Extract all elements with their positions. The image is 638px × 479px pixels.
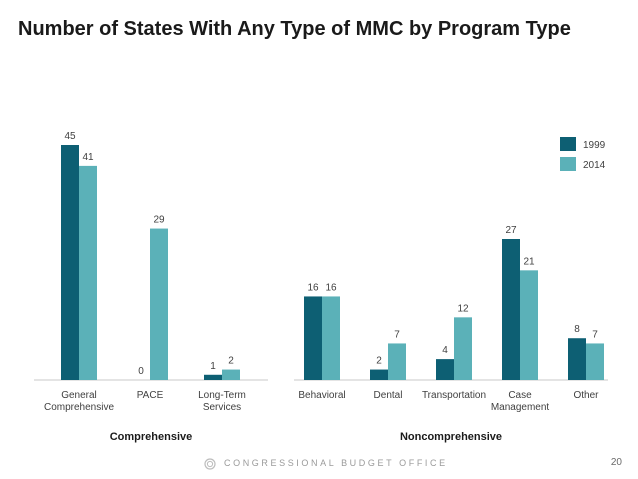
bar-1999 bbox=[370, 369, 388, 380]
category-label: General bbox=[61, 390, 97, 401]
bar-2014 bbox=[222, 369, 240, 380]
data-label-2014: 41 bbox=[82, 152, 94, 163]
data-label-2014: 21 bbox=[523, 256, 535, 267]
bar-1999 bbox=[568, 338, 586, 380]
bar-1999 bbox=[436, 359, 454, 380]
footer-org: CONGRESSIONAL BUDGET OFFICE bbox=[224, 458, 448, 468]
category-label: Behavioral bbox=[298, 390, 345, 401]
category-label: Other bbox=[573, 390, 599, 401]
category-label: Management bbox=[491, 402, 550, 413]
bar-1999 bbox=[502, 239, 520, 380]
data-label-2014: 2 bbox=[228, 356, 234, 367]
category-label: Services bbox=[203, 402, 241, 413]
bar-1999 bbox=[304, 296, 322, 380]
category-label: Long-Term bbox=[198, 390, 246, 401]
bar-2014 bbox=[520, 270, 538, 380]
legend-swatch-1999 bbox=[560, 137, 576, 151]
category-label: Transportation bbox=[422, 390, 486, 401]
data-label-2014: 7 bbox=[394, 329, 400, 340]
data-label-2014: 12 bbox=[457, 303, 469, 314]
bar-1999 bbox=[61, 145, 79, 380]
data-label-2014: 7 bbox=[592, 329, 598, 340]
data-label-1999: 16 bbox=[307, 282, 319, 293]
data-label-1999: 4 bbox=[442, 345, 448, 356]
bar-2014 bbox=[388, 343, 406, 380]
legend-label-1999: 1999 bbox=[583, 140, 606, 151]
category-label: Case bbox=[508, 390, 532, 401]
data-label-1999: 1 bbox=[210, 361, 216, 372]
page-number: 20 bbox=[610, 457, 622, 468]
bar-1999 bbox=[204, 374, 222, 380]
data-label-1999: 27 bbox=[505, 225, 517, 236]
data-label-1999: 2 bbox=[376, 356, 382, 367]
cbo-logo-icon bbox=[204, 458, 216, 470]
page-title: Number of States With Any Type of MMC by… bbox=[18, 18, 571, 40]
group-label: Comprehensive bbox=[110, 431, 193, 443]
bar-2014 bbox=[586, 343, 604, 380]
data-label-2014: 16 bbox=[325, 282, 337, 293]
data-label-1999: 45 bbox=[64, 131, 76, 142]
category-label: Comprehensive bbox=[44, 402, 114, 413]
legend-swatch-2014 bbox=[560, 157, 576, 171]
legend-label-2014: 2014 bbox=[583, 160, 606, 171]
group-label: Noncomprehensive bbox=[400, 431, 502, 443]
bar-2014 bbox=[79, 165, 97, 380]
bar-2014 bbox=[454, 317, 472, 380]
bar-2014 bbox=[322, 296, 340, 380]
footer: CONGRESSIONAL BUDGET OFFICE 20 bbox=[0, 457, 638, 473]
data-label-2014: 29 bbox=[153, 215, 165, 226]
data-label-1999: 8 bbox=[574, 324, 580, 335]
bar-2014 bbox=[150, 228, 168, 380]
data-label-1999: 0 bbox=[138, 366, 144, 377]
category-label: PACE bbox=[137, 390, 164, 401]
category-label: Dental bbox=[374, 390, 403, 401]
